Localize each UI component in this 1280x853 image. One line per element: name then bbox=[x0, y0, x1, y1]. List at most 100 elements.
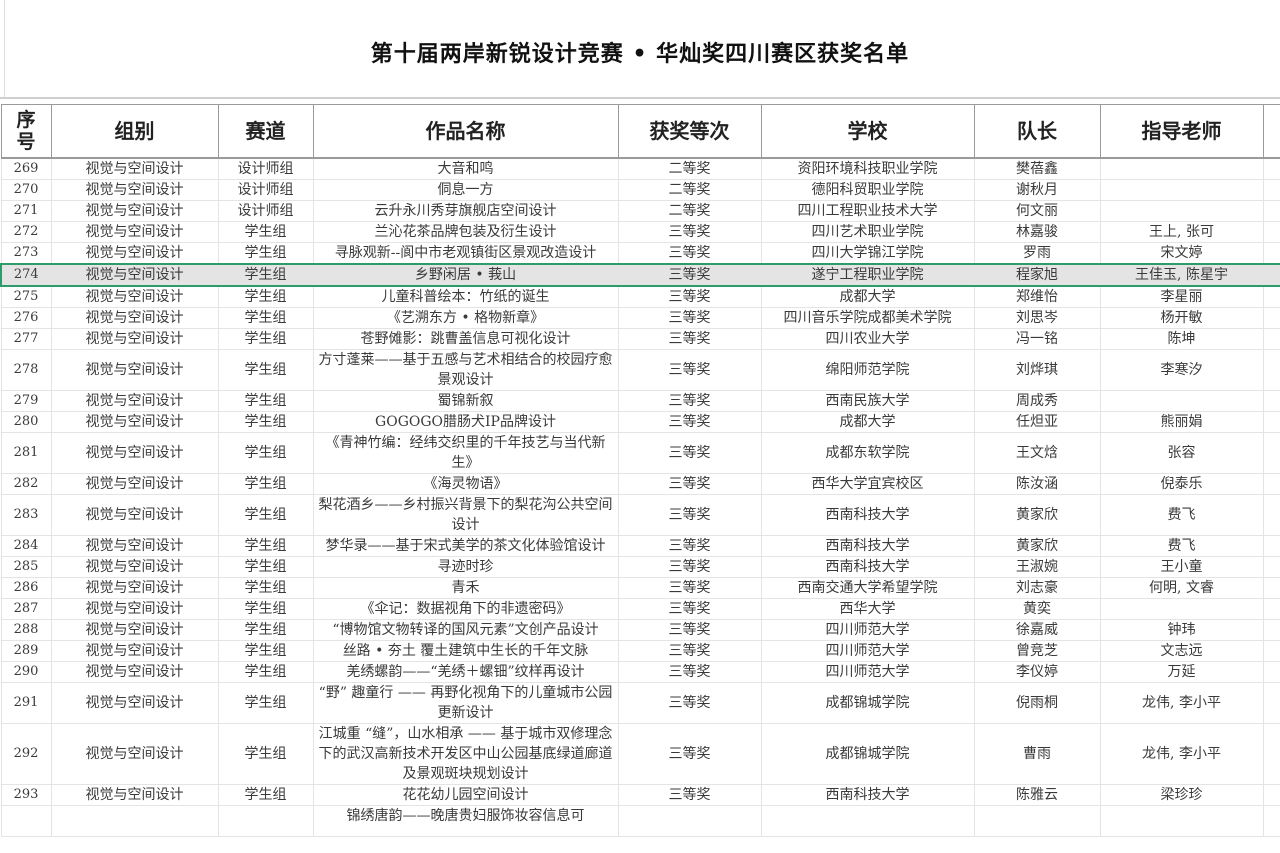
cell-captain[interactable]: 刘烨琪 bbox=[973, 349, 1101, 391]
cell-award[interactable]: 三等奖 bbox=[617, 349, 762, 391]
cell-group[interactable]: 视觉与空间设计 bbox=[50, 158, 219, 180]
cell-empty[interactable] bbox=[1262, 598, 1280, 620]
table-row[interactable]: 292 视觉与空间设计 学生组 江城重 “缝”，山水相承 —— 基于城市双修理念下的武… bbox=[0, 723, 1280, 785]
cell-award[interactable]: 三等奖 bbox=[617, 556, 762, 578]
cell-no[interactable]: 284 bbox=[0, 535, 52, 557]
cell-award[interactable]: 三等奖 bbox=[617, 286, 762, 308]
cell-award[interactable]: 三等奖 bbox=[617, 221, 762, 243]
cell-empty[interactable] bbox=[1262, 158, 1280, 180]
cell-school[interactable]: 西华大学宜宾校区 bbox=[760, 473, 975, 495]
cell-no[interactable]: 292 bbox=[0, 723, 52, 785]
cell-advisor[interactable]: 倪泰乐 bbox=[1099, 473, 1264, 495]
cell-school[interactable]: 成都东软学院 bbox=[760, 432, 975, 474]
cell-work[interactable]: 花花幼儿园空间设计 bbox=[312, 784, 619, 806]
cell-no[interactable]: 288 bbox=[0, 619, 52, 641]
cell-track[interactable]: 学生组 bbox=[217, 432, 314, 474]
cell-empty[interactable] bbox=[1262, 723, 1280, 785]
cell-advisor[interactable]: 王上, 张可 bbox=[1099, 221, 1264, 243]
table-row[interactable]: 269 视觉与空间设计 设计师组 大音和鸣 二等奖 资阳环境科技职业学院 樊蓓鑫 bbox=[0, 158, 1280, 180]
cell[interactable] bbox=[50, 805, 219, 837]
cell-group[interactable]: 视觉与空间设计 bbox=[50, 328, 219, 350]
cell[interactable] bbox=[760, 805, 975, 837]
cell-advisor[interactable]: 李寒汐 bbox=[1099, 349, 1264, 391]
cell-captain[interactable]: 谢秋月 bbox=[973, 179, 1101, 201]
cell-no[interactable]: 271 bbox=[0, 200, 52, 222]
cell-advisor[interactable]: 文志远 bbox=[1099, 640, 1264, 662]
cell-empty[interactable] bbox=[1262, 661, 1280, 683]
cell-captain[interactable]: 周成秀 bbox=[973, 390, 1101, 412]
table-row[interactable]: 291 视觉与空间设计 学生组 “野” 趣童行 —— 再野化视角下的儿童城市公园更新设… bbox=[0, 682, 1280, 724]
cell-advisor[interactable]: 费飞 bbox=[1099, 494, 1264, 536]
table-row[interactable]: 279 视觉与空间设计 学生组 蜀锦新叙 三等奖 西南民族大学 周成秀 bbox=[0, 390, 1280, 412]
cell-track[interactable]: 设计师组 bbox=[217, 200, 314, 222]
cell-work[interactable]: 寻脉观新--阆中市老观镇街区景观改造设计 bbox=[312, 242, 619, 265]
cell-track[interactable]: 学生组 bbox=[217, 494, 314, 536]
cell-no[interactable]: 285 bbox=[0, 556, 52, 578]
cell-track[interactable]: 学生组 bbox=[217, 556, 314, 578]
cell-award[interactable]: 三等奖 bbox=[617, 307, 762, 329]
cell-captain[interactable]: 黄奕 bbox=[973, 598, 1101, 620]
header-school[interactable]: 学校 bbox=[760, 104, 975, 159]
table-row[interactable]: 270 视觉与空间设计 设计师组 侗息一方 二等奖 德阳科贸职业学院 谢秋月 bbox=[0, 179, 1280, 201]
cell-school[interactable]: 四川工程职业技术大学 bbox=[760, 200, 975, 222]
cell-no[interactable]: 293 bbox=[0, 784, 52, 806]
cell-work[interactable]: 方寸蓬莱——基于五感与艺术相结合的校园疗愈景观设计 bbox=[312, 349, 619, 391]
cell-award[interactable]: 三等奖 bbox=[617, 328, 762, 350]
header-advisor[interactable]: 指导老师 bbox=[1099, 104, 1264, 159]
cell-school[interactable]: 西华大学 bbox=[760, 598, 975, 620]
cell-advisor[interactable]: 龙伟, 李小平 bbox=[1099, 682, 1264, 724]
cell-award[interactable]: 三等奖 bbox=[617, 723, 762, 785]
cell-work[interactable]: 羌绣螺韵——“羌绣＋螺钿”纹样再设计 bbox=[312, 661, 619, 683]
table-row[interactable]: 290 视觉与空间设计 学生组 羌绣螺韵——“羌绣＋螺钿”纹样再设计 三等奖 四川师范大学… bbox=[0, 661, 1280, 683]
cell-captain[interactable]: 郑维怡 bbox=[973, 286, 1101, 308]
cell-advisor[interactable]: 熊丽娟 bbox=[1099, 411, 1264, 433]
cell-no[interactable]: 278 bbox=[0, 349, 52, 391]
cell-school[interactable]: 绵阳师范学院 bbox=[760, 349, 975, 391]
cell-empty[interactable] bbox=[1262, 432, 1280, 474]
cell-advisor[interactable]: 万延 bbox=[1099, 661, 1264, 683]
cell-work[interactable]: 云升永川秀芽旗舰店空间设计 bbox=[312, 200, 619, 222]
cell-group[interactable]: 视觉与空间设计 bbox=[50, 598, 219, 620]
cell-advisor[interactable]: 王小童 bbox=[1099, 556, 1264, 578]
cell-group[interactable]: 视觉与空间设计 bbox=[50, 535, 219, 557]
table-row[interactable]: 282 视觉与空间设计 学生组 《海灵物语》 三等奖 西华大学宜宾校区 陈汝涵 倪泰乐 bbox=[0, 473, 1280, 495]
cell-no[interactable]: 269 bbox=[0, 158, 52, 180]
cell-captain[interactable]: 曾竞芝 bbox=[973, 640, 1101, 662]
cell-work[interactable]: 《伞记：数据视角下的非遗密码》 bbox=[312, 598, 619, 620]
cell-work[interactable]: “野” 趣童行 —— 再野化视角下的儿童城市公园更新设计 bbox=[312, 682, 619, 724]
cell-captain[interactable]: 王淑婉 bbox=[973, 556, 1101, 578]
table-row[interactable]: 284 视觉与空间设计 学生组 梦华录——基于宋式美学的茶文化体验馆设计 三等奖 西南科技… bbox=[0, 535, 1280, 557]
cell-empty[interactable] bbox=[1262, 619, 1280, 641]
cell-empty[interactable] bbox=[1262, 535, 1280, 557]
cell-captain[interactable]: 程家旭 bbox=[973, 263, 1101, 287]
cell-track[interactable]: 学生组 bbox=[217, 473, 314, 495]
cell-no[interactable]: 289 bbox=[0, 640, 52, 662]
cell-advisor[interactable]: 李星丽 bbox=[1099, 286, 1264, 308]
cell-captain[interactable]: 曹雨 bbox=[973, 723, 1101, 785]
cell-advisor[interactable]: 费飞 bbox=[1099, 535, 1264, 557]
cell-work[interactable]: 锦绣唐韵——晚唐贵妇服饰妆容信息可 bbox=[312, 805, 619, 837]
cell-group[interactable]: 视觉与空间设计 bbox=[50, 286, 219, 308]
header-no[interactable]: 序号 bbox=[0, 104, 52, 159]
cell-advisor[interactable] bbox=[1099, 179, 1264, 201]
cell-captain[interactable]: 李仪婷 bbox=[973, 661, 1101, 683]
table-row[interactable]: 277 视觉与空间设计 学生组 苍野傩影：跳曹盖信息可视化设计 三等奖 四川农业大学 冯一铭… bbox=[0, 328, 1280, 350]
cell-group[interactable]: 视觉与空间设计 bbox=[50, 494, 219, 536]
cell-advisor[interactable]: 宋文婷 bbox=[1099, 242, 1264, 265]
cell-empty[interactable] bbox=[1262, 221, 1280, 243]
table-row[interactable]: 272 视觉与空间设计 学生组 兰沁花茶品牌包装及衍生设计 三等奖 四川艺术职业学院 林嘉骏… bbox=[0, 221, 1280, 243]
cell-track[interactable]: 学生组 bbox=[217, 598, 314, 620]
cell-school[interactable]: 四川音乐学院成都美术学院 bbox=[760, 307, 975, 329]
cell-work[interactable]: 侗息一方 bbox=[312, 179, 619, 201]
cell-no[interactable]: 280 bbox=[0, 411, 52, 433]
cell-track[interactable]: 学生组 bbox=[217, 577, 314, 599]
table-row[interactable]: 275 视觉与空间设计 学生组 儿童科普绘本：竹纸的诞生 三等奖 成都大学 郑维怡 李星丽 bbox=[0, 286, 1280, 308]
cell-track[interactable]: 学生组 bbox=[217, 640, 314, 662]
cell-advisor[interactable]: 梁珍珍 bbox=[1099, 784, 1264, 806]
cell-work[interactable]: 《海灵物语》 bbox=[312, 473, 619, 495]
cell-track[interactable]: 学生组 bbox=[217, 682, 314, 724]
cell-no[interactable]: 290 bbox=[0, 661, 52, 683]
cell-work[interactable]: 青禾 bbox=[312, 577, 619, 599]
cell-work[interactable]: 儿童科普绘本：竹纸的诞生 bbox=[312, 286, 619, 308]
cell-captain[interactable]: 刘志豪 bbox=[973, 577, 1101, 599]
